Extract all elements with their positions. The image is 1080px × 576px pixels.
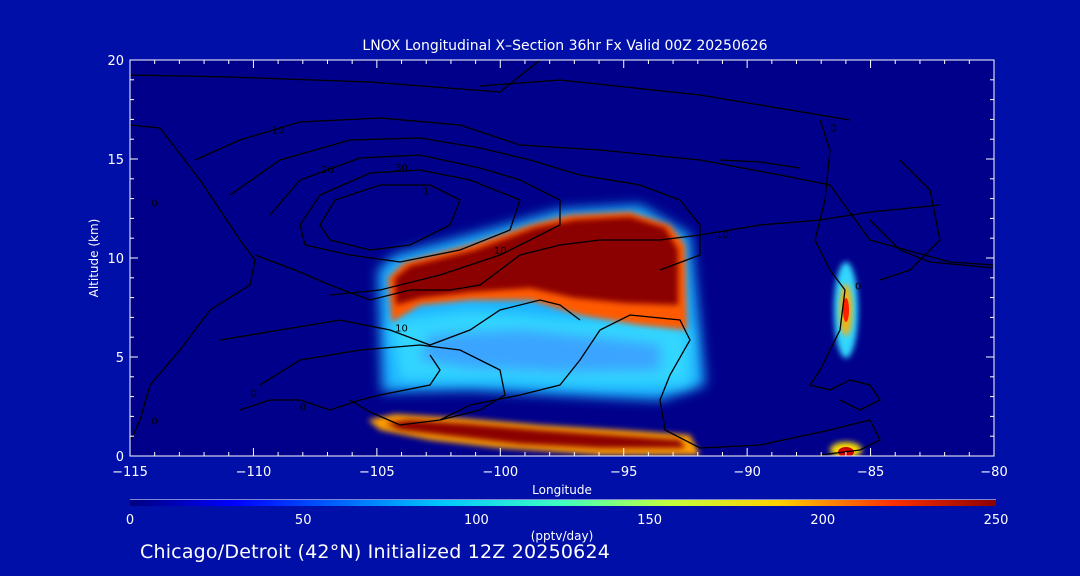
colorbar-tick-label: 150	[637, 513, 662, 528]
contour-line	[254, 204, 941, 301]
contour-label: 30	[395, 163, 408, 174]
x-tick-label: −90	[733, 465, 760, 480]
colorbar-tick-label: 50	[295, 513, 312, 528]
contour-label: 10	[716, 230, 729, 241]
contour-label: 1	[423, 187, 429, 198]
x-tick-label: −80	[980, 465, 1007, 480]
x-tick-label: −110	[236, 465, 272, 480]
contour-label: 10	[395, 323, 408, 334]
colorbar-ticks: 0 50 100 150 200 250	[126, 513, 1009, 528]
y-tick-label: 20	[107, 54, 124, 69]
x-tick-label: −105	[359, 465, 395, 480]
upper-cell-core	[395, 217, 678, 305]
contour-line	[239, 354, 441, 411]
contour-line	[808, 119, 881, 411]
contour-label: 0	[300, 403, 306, 414]
chart-title: LNOX Longitudinal X–Section 36hr Fx Vali…	[362, 38, 767, 54]
contour-line	[479, 79, 851, 121]
colorbar-tick-label: 250	[984, 513, 1009, 528]
contour-label: 0	[855, 282, 861, 293]
contour-line	[269, 154, 561, 296]
contour-line	[229, 137, 701, 271]
x-axis-label: Longitude	[532, 483, 592, 497]
contour-label: 0	[151, 199, 157, 210]
contour-line	[719, 159, 801, 169]
x-tick-label: −95	[610, 465, 637, 480]
colorbar-label: (pptv/day)	[531, 529, 594, 543]
contour-line	[130, 60, 541, 93]
contour-line	[130, 124, 256, 441]
contour-label: 20	[321, 165, 334, 176]
contour-line	[299, 169, 521, 263]
x-tick-label: −85	[857, 465, 884, 480]
x-tick-label: −115	[112, 465, 148, 480]
contour-label: 10	[494, 246, 507, 257]
contour-line	[439, 314, 881, 456]
low-band-core	[385, 420, 685, 448]
contour-line	[869, 219, 994, 269]
contour-label: 0	[830, 123, 836, 134]
y-tick-label: 0	[116, 450, 124, 465]
contour-label: 0	[250, 389, 256, 400]
y-axis-label: Altitude (km)	[87, 219, 101, 298]
contour-line	[259, 344, 506, 426]
contour-line	[194, 117, 994, 266]
mid-cell-light	[420, 330, 660, 372]
contour-label: 0	[151, 416, 157, 427]
y-tick-label: 15	[107, 153, 124, 168]
y-tick-label: 5	[116, 351, 124, 366]
x-tick-label: −100	[482, 465, 518, 480]
contour-line	[319, 184, 461, 251]
colorbar-tick-label: 0	[126, 513, 134, 528]
shading-layer	[368, 205, 862, 456]
contour-line	[879, 159, 941, 281]
column-center	[843, 298, 849, 322]
contour-line	[219, 299, 581, 346]
x-axis: −115 −110 −105 −100 −95 −90 −85 −80	[112, 60, 1008, 480]
colorbar	[130, 500, 996, 506]
colorbar-tick-label: 100	[464, 513, 489, 528]
footer-caption: Chicago/Detroit (42°N) Initialized 12Z 2…	[140, 541, 611, 563]
colorbar-tick-label: 200	[810, 513, 835, 528]
contour-label: 10	[272, 125, 285, 136]
y-tick-label: 10	[107, 252, 124, 267]
contour-layer	[130, 60, 994, 456]
